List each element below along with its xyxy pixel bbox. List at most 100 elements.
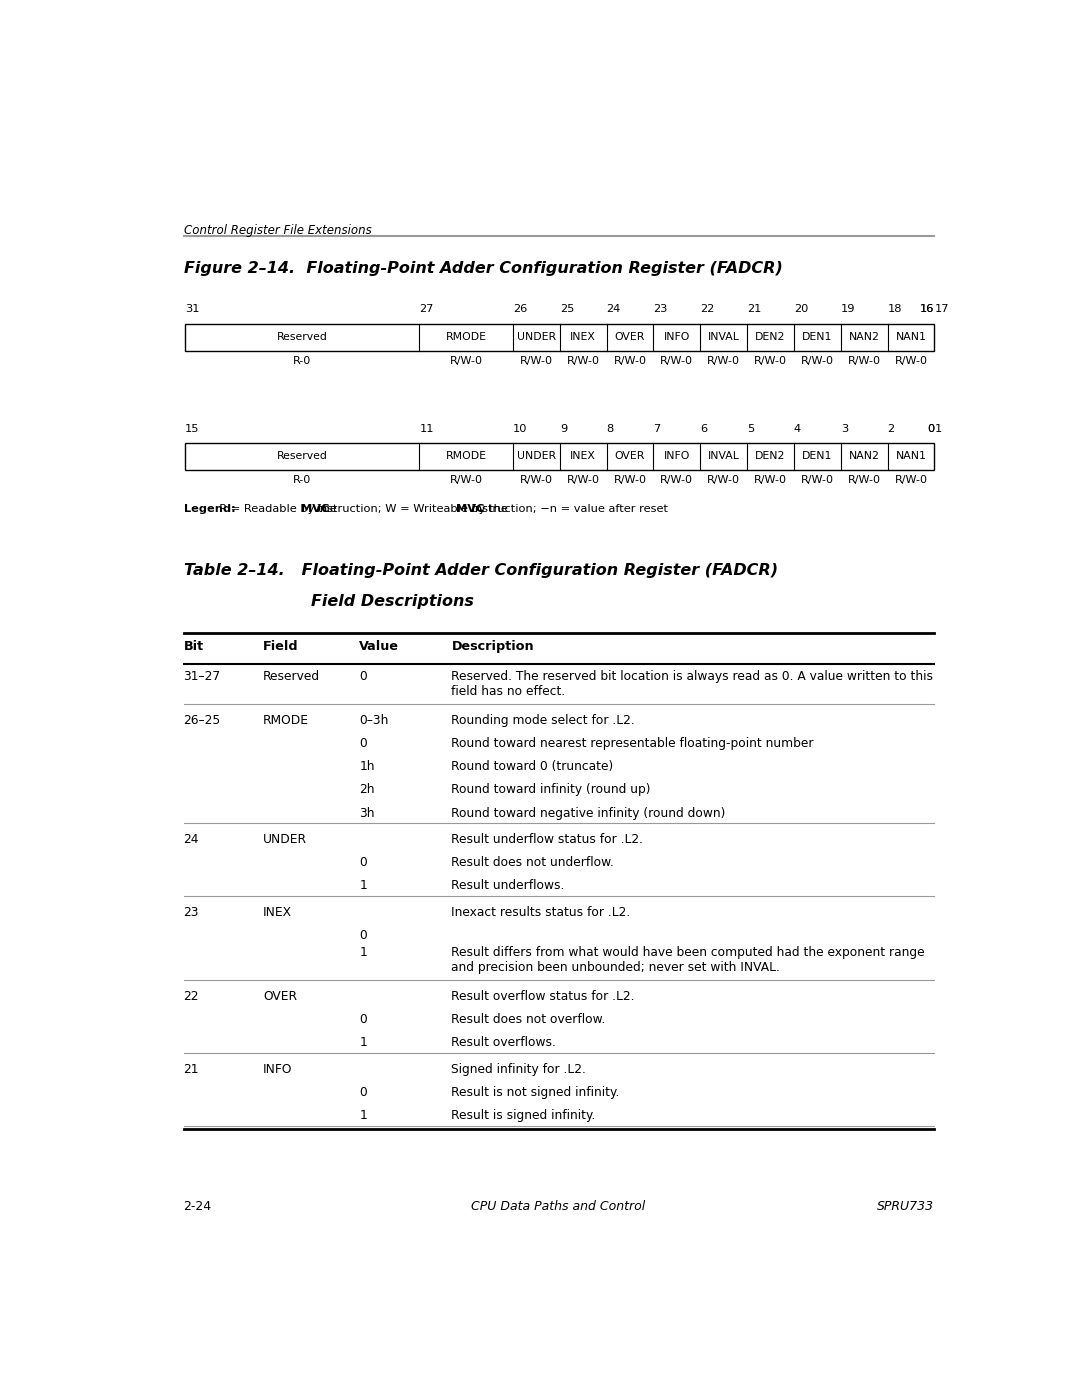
Text: Inexact results status for .L2.: Inexact results status for .L2. — [451, 905, 631, 919]
Text: R/W-0: R/W-0 — [613, 356, 647, 366]
Text: 26: 26 — [513, 305, 527, 314]
Text: R-0: R-0 — [293, 356, 311, 366]
Text: 19: 19 — [840, 305, 855, 314]
Text: Result underflow status for .L2.: Result underflow status for .L2. — [451, 833, 644, 847]
Text: INEX: INEX — [264, 905, 292, 919]
Text: 1: 1 — [934, 423, 942, 433]
Text: DEN2: DEN2 — [755, 451, 785, 461]
Text: Result overflow status for .L2.: Result overflow status for .L2. — [451, 990, 635, 1003]
Text: 0: 0 — [360, 1085, 367, 1099]
Text: 15: 15 — [186, 423, 200, 433]
Text: Result differs from what would have been computed had the exponent range
and pre: Result differs from what would have been… — [451, 946, 924, 974]
Text: INFO: INFO — [663, 332, 690, 342]
Text: RMODE: RMODE — [264, 714, 309, 726]
Text: RMODE: RMODE — [446, 332, 487, 342]
Text: 24: 24 — [607, 305, 621, 314]
Text: NAN1: NAN1 — [895, 451, 927, 461]
Text: R/W-0: R/W-0 — [613, 475, 647, 485]
Text: Figure 2–14.  Floating-Point Adder Configuration Register (FADCR): Figure 2–14. Floating-Point Adder Config… — [184, 261, 782, 277]
Text: R/W-0: R/W-0 — [707, 475, 740, 485]
Text: INFO: INFO — [663, 451, 690, 461]
Text: Rounding mode select for .L2.: Rounding mode select for .L2. — [451, 714, 635, 726]
Text: 0: 0 — [927, 423, 934, 433]
Text: Reserved. The reserved bit location is always read as 0. A value written to this: Reserved. The reserved bit location is a… — [451, 671, 933, 698]
Text: 8: 8 — [607, 423, 613, 433]
Text: 16: 16 — [920, 305, 934, 314]
Text: 16: 16 — [920, 305, 934, 314]
Text: 22: 22 — [700, 305, 715, 314]
Bar — [186, 324, 934, 351]
Text: Reserved: Reserved — [276, 451, 327, 461]
Text: R/W-0: R/W-0 — [707, 356, 740, 366]
Text: 2-24: 2-24 — [184, 1200, 212, 1213]
Text: NAN2: NAN2 — [849, 451, 879, 461]
Text: MVC: MVC — [456, 504, 484, 514]
Text: R/W-0: R/W-0 — [894, 475, 928, 485]
Text: 23: 23 — [653, 305, 667, 314]
Text: SPRU733: SPRU733 — [877, 1200, 934, 1213]
Text: Value: Value — [360, 640, 400, 652]
Text: INEX: INEX — [570, 332, 596, 342]
Text: RMODE: RMODE — [446, 451, 487, 461]
Text: Result is not signed infinity.: Result is not signed infinity. — [451, 1085, 620, 1099]
Text: Round toward nearest representable floating-point number: Round toward nearest representable float… — [451, 738, 814, 750]
Text: OVER: OVER — [264, 990, 297, 1003]
Text: 2h: 2h — [360, 784, 375, 796]
Text: 7: 7 — [653, 423, 661, 433]
Text: Round toward infinity (round up): Round toward infinity (round up) — [451, 784, 651, 796]
Text: DEN1: DEN1 — [802, 332, 833, 342]
Text: R/W-0: R/W-0 — [519, 356, 553, 366]
Text: 0: 0 — [360, 738, 367, 750]
Text: instruction; −n = value after reset: instruction; −n = value after reset — [468, 504, 667, 514]
Text: R/W-0: R/W-0 — [848, 356, 880, 366]
Text: R/W-0: R/W-0 — [800, 475, 834, 485]
Text: INVAL: INVAL — [707, 332, 740, 342]
Text: Table 2–14.   Floating-Point Adder Configuration Register (FADCR): Table 2–14. Floating-Point Adder Configu… — [184, 563, 778, 578]
Text: 27: 27 — [419, 305, 434, 314]
Text: INFO: INFO — [264, 1063, 293, 1076]
Text: 0: 0 — [360, 671, 367, 683]
Text: Reserved: Reserved — [264, 671, 320, 683]
Text: INVAL: INVAL — [707, 451, 740, 461]
Text: CPU Data Paths and Control: CPU Data Paths and Control — [471, 1200, 646, 1213]
Text: R/W-0: R/W-0 — [519, 475, 553, 485]
Text: MVC: MVC — [301, 504, 329, 514]
Text: 11: 11 — [419, 423, 434, 433]
Text: 31–27: 31–27 — [184, 671, 220, 683]
Text: R/W-0: R/W-0 — [754, 356, 787, 366]
Bar — [186, 443, 934, 469]
Text: UNDER: UNDER — [264, 833, 307, 847]
Text: 24: 24 — [184, 833, 199, 847]
Text: 22: 22 — [184, 990, 199, 1003]
Text: NAN1: NAN1 — [895, 332, 927, 342]
Text: Result does not underflow.: Result does not underflow. — [451, 856, 615, 869]
Text: 25: 25 — [559, 305, 575, 314]
Text: OVER: OVER — [615, 332, 645, 342]
Text: 31: 31 — [186, 305, 200, 314]
Text: Round toward negative infinity (round down): Round toward negative infinity (round do… — [451, 806, 726, 820]
Text: Round toward 0 (truncate): Round toward 0 (truncate) — [451, 760, 613, 774]
Text: R/W-0: R/W-0 — [567, 475, 599, 485]
Text: 0: 0 — [360, 929, 367, 942]
Text: 1h: 1h — [360, 760, 375, 774]
Text: R/W-0: R/W-0 — [848, 475, 880, 485]
Text: instruction; W = Writeable by the: instruction; W = Writeable by the — [313, 504, 512, 514]
Text: 0–3h: 0–3h — [360, 714, 389, 726]
Text: Result underflows.: Result underflows. — [451, 879, 565, 893]
Text: 26–25: 26–25 — [184, 714, 220, 726]
Text: 1: 1 — [360, 1037, 367, 1049]
Text: 1: 1 — [360, 946, 367, 958]
Text: 5: 5 — [747, 423, 754, 433]
Text: 1: 1 — [360, 1109, 367, 1122]
Text: 0: 0 — [927, 423, 934, 433]
Text: Signed infinity for .L2.: Signed infinity for .L2. — [451, 1063, 586, 1076]
Text: R/W-0: R/W-0 — [754, 475, 787, 485]
Text: Bit: Bit — [184, 640, 204, 652]
Text: Result overflows.: Result overflows. — [451, 1037, 556, 1049]
Text: 23: 23 — [184, 905, 199, 919]
Text: R-0: R-0 — [293, 475, 311, 485]
Text: Result is signed infinity.: Result is signed infinity. — [451, 1109, 596, 1122]
Text: 3h: 3h — [360, 806, 375, 820]
Text: 1: 1 — [360, 879, 367, 893]
Text: 2: 2 — [888, 423, 894, 433]
